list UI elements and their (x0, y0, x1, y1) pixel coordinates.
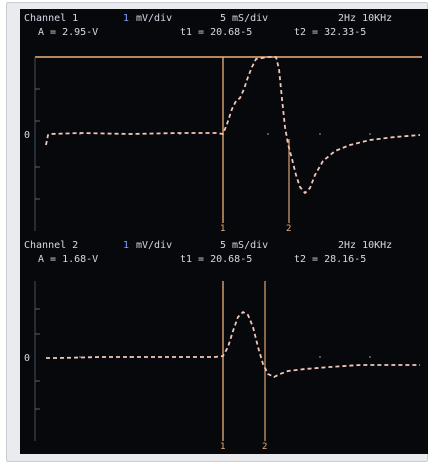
channel-2-grid-dots (79, 356, 371, 358)
channel-1-cursor-1-label: 1 (220, 224, 225, 234)
channel-2-time-per-div: 5 mS/div (220, 240, 269, 251)
channel-2-cursor-2-label: 2 (262, 442, 267, 452)
channel-1-plot: 0 1 2 (24, 56, 422, 234)
channel-2-cursor-1-label: 1 (220, 442, 225, 452)
channel-2-cursor-t2: t2 = 28.16-5 (294, 254, 367, 265)
channel-2-zero-label: 0 (24, 353, 30, 364)
channel-1-header: Channel 1 1 mV/div 5 mS/div 2Hz 10KHz A … (20, 12, 428, 52)
channel-1-zero-label: 0 (24, 130, 30, 141)
channel-1-volts-per-div: mV/div (136, 13, 173, 24)
channel-1-cursor-t1: t1 = 20.68-5 (180, 27, 253, 38)
channel-2-bandwidth: 2Hz 10KHz (338, 240, 393, 251)
channel-2-plot: 0 1 2 (24, 281, 420, 452)
channel-1-bandwidth: 2Hz 10KHz (338, 13, 393, 24)
channel-2-amplitude: A = 1.68-V (38, 254, 99, 265)
oscilloscope-window: Channel 1 1 mV/div 5 mS/div 2Hz 10KHz A … (6, 2, 428, 462)
channel-1-cursor-t2: t2 = 32.33-5 (294, 27, 367, 38)
channel-1-amplitude: A = 2.95-V (38, 27, 99, 38)
trace-display: 0 1 2 0 1 2 (24, 56, 422, 452)
channel-2-trace (46, 311, 420, 378)
channel-2-scale-marker: 1 (123, 240, 130, 251)
channel-1-cursor-2-label: 2 (286, 224, 291, 234)
oscilloscope-screen: Channel 1 1 mV/div 5 mS/div 2Hz 10KHz A … (20, 9, 428, 454)
channel-2-label: Channel 2 (24, 240, 79, 251)
channel-1-time-per-div: 5 mS/div (220, 13, 269, 24)
channel-2-tick-marks (35, 308, 40, 410)
channel-1-scale-marker: 1 (123, 13, 130, 24)
channel-1-tick-marks (35, 88, 40, 200)
channel-2-volts-per-div: mV/div (136, 240, 173, 251)
channel-2-header: Channel 2 1 mV/div 5 mS/div 2Hz 10KHz A … (20, 239, 428, 279)
channel-2-cursor-t1: t1 = 20.68-5 (180, 254, 253, 265)
channel-1-label: Channel 1 (24, 13, 79, 24)
channel-1-trace (45, 56, 421, 194)
